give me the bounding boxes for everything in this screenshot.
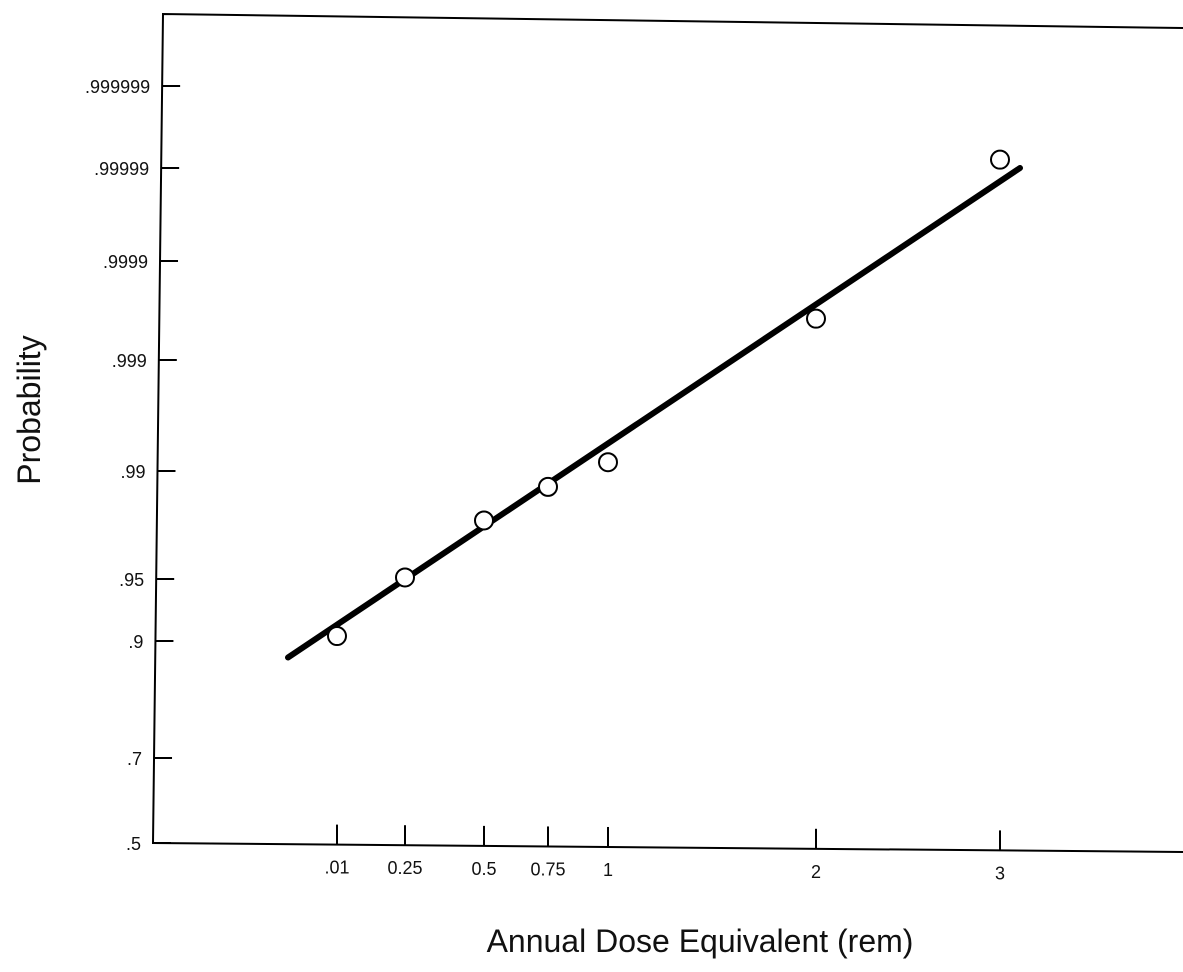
data-point bbox=[395, 567, 415, 588]
y-tick-label: .999999 bbox=[85, 77, 150, 97]
x-tick-label: .01 bbox=[324, 858, 349, 878]
y-tick-label: .9 bbox=[128, 632, 143, 652]
y-tick-label: .99 bbox=[120, 462, 145, 482]
y-tick-label: .999 bbox=[112, 351, 147, 371]
x-tick-label: 2 bbox=[811, 862, 821, 882]
y-tick-label: .5 bbox=[126, 834, 141, 854]
x-tick-label: 1 bbox=[603, 860, 613, 880]
y-axis: .5 .7 .9 .95 .99 .999 .9999 .99999 .999999 bbox=[85, 77, 181, 854]
plot-border bbox=[151, 12, 1183, 853]
y-axis-title: Probability bbox=[11, 335, 47, 484]
x-axis-title: Annual Dose Equivalent (rem) bbox=[487, 923, 914, 959]
x-tick-label: 0.25 bbox=[387, 858, 422, 878]
data-point bbox=[327, 626, 347, 647]
data-point bbox=[538, 476, 558, 497]
y-tick-label: .9999 bbox=[103, 252, 148, 272]
plot-frame bbox=[151, 12, 1183, 853]
x-tick-label: 3 bbox=[995, 863, 1005, 883]
data-point bbox=[806, 308, 826, 329]
y-tick-label: .95 bbox=[119, 570, 144, 590]
data-point bbox=[990, 149, 1010, 170]
data-point bbox=[474, 510, 494, 531]
x-tick-label: 0.5 bbox=[471, 859, 496, 879]
x-axis: .01 0.25 0.5 0.75 1 2 3 bbox=[324, 824, 1005, 883]
x-tick-label: 0.75 bbox=[530, 859, 565, 879]
y-tick-label: .99999 bbox=[94, 159, 149, 179]
data-point bbox=[598, 452, 618, 473]
data-points bbox=[327, 149, 1010, 647]
y-tick-label: .7 bbox=[127, 749, 142, 769]
